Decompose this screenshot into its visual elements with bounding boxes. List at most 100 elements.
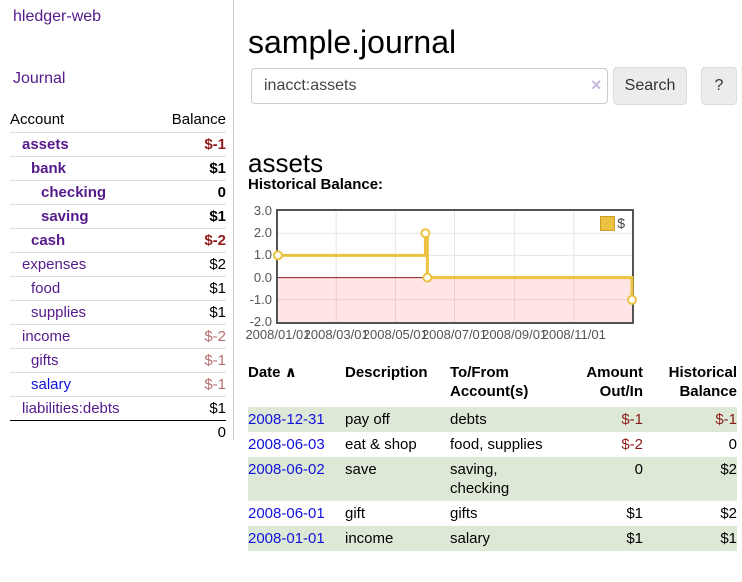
y-axis-tick-label: 0.0: [253, 269, 272, 285]
x-axis-tick-label: 2008/05/01: [362, 327, 428, 342]
sidebar-account-gifts[interactable]: gifts: [31, 352, 59, 369]
accounts-total-row: 0: [10, 420, 226, 444]
chart-title: Historical Balance:: [248, 176, 384, 193]
y-axis-tick-label: -2.0: [249, 314, 272, 329]
account-balance: $-1: [204, 136, 226, 153]
table-row: 2008-01-01 income salary $1 $1: [248, 526, 737, 551]
register-table-header-row: Date ∧ Description To/From Account(s) Am…: [248, 361, 737, 407]
account-balance: $2: [209, 256, 226, 273]
y-axis-tick-label: 2.0: [253, 225, 272, 241]
help-button[interactable]: ?: [701, 67, 737, 105]
historical-balance-chart[interactable]: $: [273, 209, 637, 324]
sidebar-account-income[interactable]: income: [22, 328, 71, 345]
sidebar-account-supplies[interactable]: supplies: [31, 304, 87, 321]
transaction-amount: $1: [626, 530, 643, 547]
x-axis-tick-label: 2008/01/01: [245, 327, 311, 342]
sort-ascending-icon: ∧: [284, 364, 297, 381]
x-axis-tick-label: 2008/07/01: [421, 327, 488, 342]
main-content: sample.journal × Search ? assets Histori…: [245, 0, 737, 582]
accounts-table-header: Account Balance: [10, 108, 226, 132]
search-button[interactable]: Search: [613, 67, 687, 105]
transaction-accounts: food, supplies: [450, 436, 543, 453]
transaction-description: save: [345, 461, 377, 478]
sidebar-account-salary[interactable]: salary: [31, 376, 72, 393]
legend-label: $: [617, 215, 625, 231]
accounts-column-header: To/From Account(s): [450, 364, 529, 400]
sidebar-account-row: supplies $1: [10, 300, 226, 324]
transaction-description: pay off: [345, 411, 390, 428]
account-balance: $1: [209, 400, 226, 417]
transaction-amount: $1: [626, 505, 643, 522]
account-balance: 0: [217, 184, 226, 201]
transaction-date-link[interactable]: 2008-12-31: [248, 411, 325, 428]
sidebar-account-row: checking 0: [10, 180, 226, 204]
sidebar: hledger-web Journal Account Balance asse…: [0, 0, 234, 440]
transaction-balance: $2: [720, 461, 737, 478]
sidebar-account-saving[interactable]: saving: [41, 208, 89, 225]
account-balance: $-1: [204, 352, 226, 369]
account-balance: $-2: [204, 232, 226, 249]
account-balance: $-2: [204, 328, 226, 345]
sidebar-account-row: expenses $2: [10, 252, 226, 276]
transaction-description: income: [345, 530, 394, 547]
transaction-date-link[interactable]: 2008-01-01: [248, 530, 325, 547]
transaction-balance: 0: [728, 436, 737, 453]
y-axis-tick-label: -1.0: [249, 291, 272, 307]
sidebar-item-journal[interactable]: Journal: [13, 70, 66, 87]
transaction-description: gift: [345, 505, 366, 522]
transaction-accounts: gifts: [450, 505, 478, 522]
sidebar-account-liabilities-debts[interactable]: liabilities:debts: [22, 400, 120, 417]
description-column-header: Description: [345, 364, 428, 381]
sidebar-account-row: salary $-1: [10, 372, 226, 396]
sidebar-account-row: food $1: [10, 276, 226, 300]
accounts-balance-table: Account Balance assets $-1 bank $1 checking 0…: [10, 108, 226, 444]
search-input[interactable]: [251, 68, 608, 104]
sidebar-account-expenses[interactable]: expenses: [22, 256, 87, 273]
balance-column-header-register: Historical Balance: [668, 364, 737, 400]
transaction-date-link[interactable]: 2008-06-01: [248, 505, 325, 522]
sidebar-account-row: liabilities:debts $1: [10, 396, 226, 420]
sidebar-account-cash[interactable]: cash: [31, 232, 66, 249]
transaction-description: eat & shop: [345, 436, 417, 453]
y-axis-tick-label: 3.0: [253, 203, 272, 218]
date-column-header[interactable]: Date ∧: [248, 364, 297, 381]
sidebar-account-bank[interactable]: bank: [31, 160, 67, 177]
sidebar-account-food[interactable]: food: [31, 280, 61, 297]
transaction-amount: 0: [634, 461, 643, 478]
balance-column-header: Balance: [171, 111, 226, 128]
account-balance: $1: [209, 160, 226, 177]
search-form: × Search ?: [248, 66, 737, 106]
legend-swatch-icon: [600, 215, 616, 231]
app-title-link[interactable]: hledger-web: [13, 8, 102, 25]
account-balance: $1: [209, 280, 226, 297]
clear-search-icon[interactable]: ×: [591, 75, 602, 95]
amount-column-header: Amount Out/In: [586, 364, 643, 400]
transaction-balance: $-1: [715, 411, 737, 428]
transaction-date-link[interactable]: 2008-06-03: [248, 436, 325, 453]
transaction-balance: $1: [720, 530, 737, 547]
transaction-amount: $-1: [621, 411, 643, 428]
sidebar-account-assets[interactable]: assets: [22, 136, 69, 153]
transaction-date-link[interactable]: 2008-06-02: [248, 461, 325, 478]
transaction-accounts: saving, checking: [450, 461, 510, 497]
sidebar-account-row: assets $-1: [10, 132, 226, 156]
sidebar-account-row: cash $-2: [10, 228, 226, 252]
register-table: Date ∧ Description To/From Account(s) Am…: [248, 361, 737, 551]
account-balance: $1: [209, 304, 226, 321]
account-balance: $-1: [204, 376, 226, 393]
x-axis-tick-label: 2008/09/01: [482, 327, 548, 342]
table-row: 2008-06-02 save saving, checking 0 $2: [248, 457, 737, 501]
page-title: sample.journal: [248, 24, 457, 61]
transaction-amount: $-2: [621, 436, 643, 453]
table-row: 2008-06-03 eat & shop food, supplies $-2 0: [248, 432, 737, 457]
chart-plot-area: [273, 211, 637, 322]
accounts-total-balance: 0: [217, 424, 226, 441]
account-column-header: Account: [10, 111, 65, 128]
table-row: 2008-12-31 pay off debts $-1 $-1: [248, 407, 737, 432]
account-balance: $1: [209, 208, 226, 225]
sidebar-account-row: gifts $-1: [10, 348, 226, 372]
y-axis-tick-label: 1.0: [253, 247, 272, 263]
table-row: 2008-06-01 gift gifts $1 $2: [248, 501, 737, 526]
sidebar-account-checking[interactable]: checking: [41, 184, 107, 201]
x-axis-tick-label: 2008/11/01: [541, 327, 606, 342]
